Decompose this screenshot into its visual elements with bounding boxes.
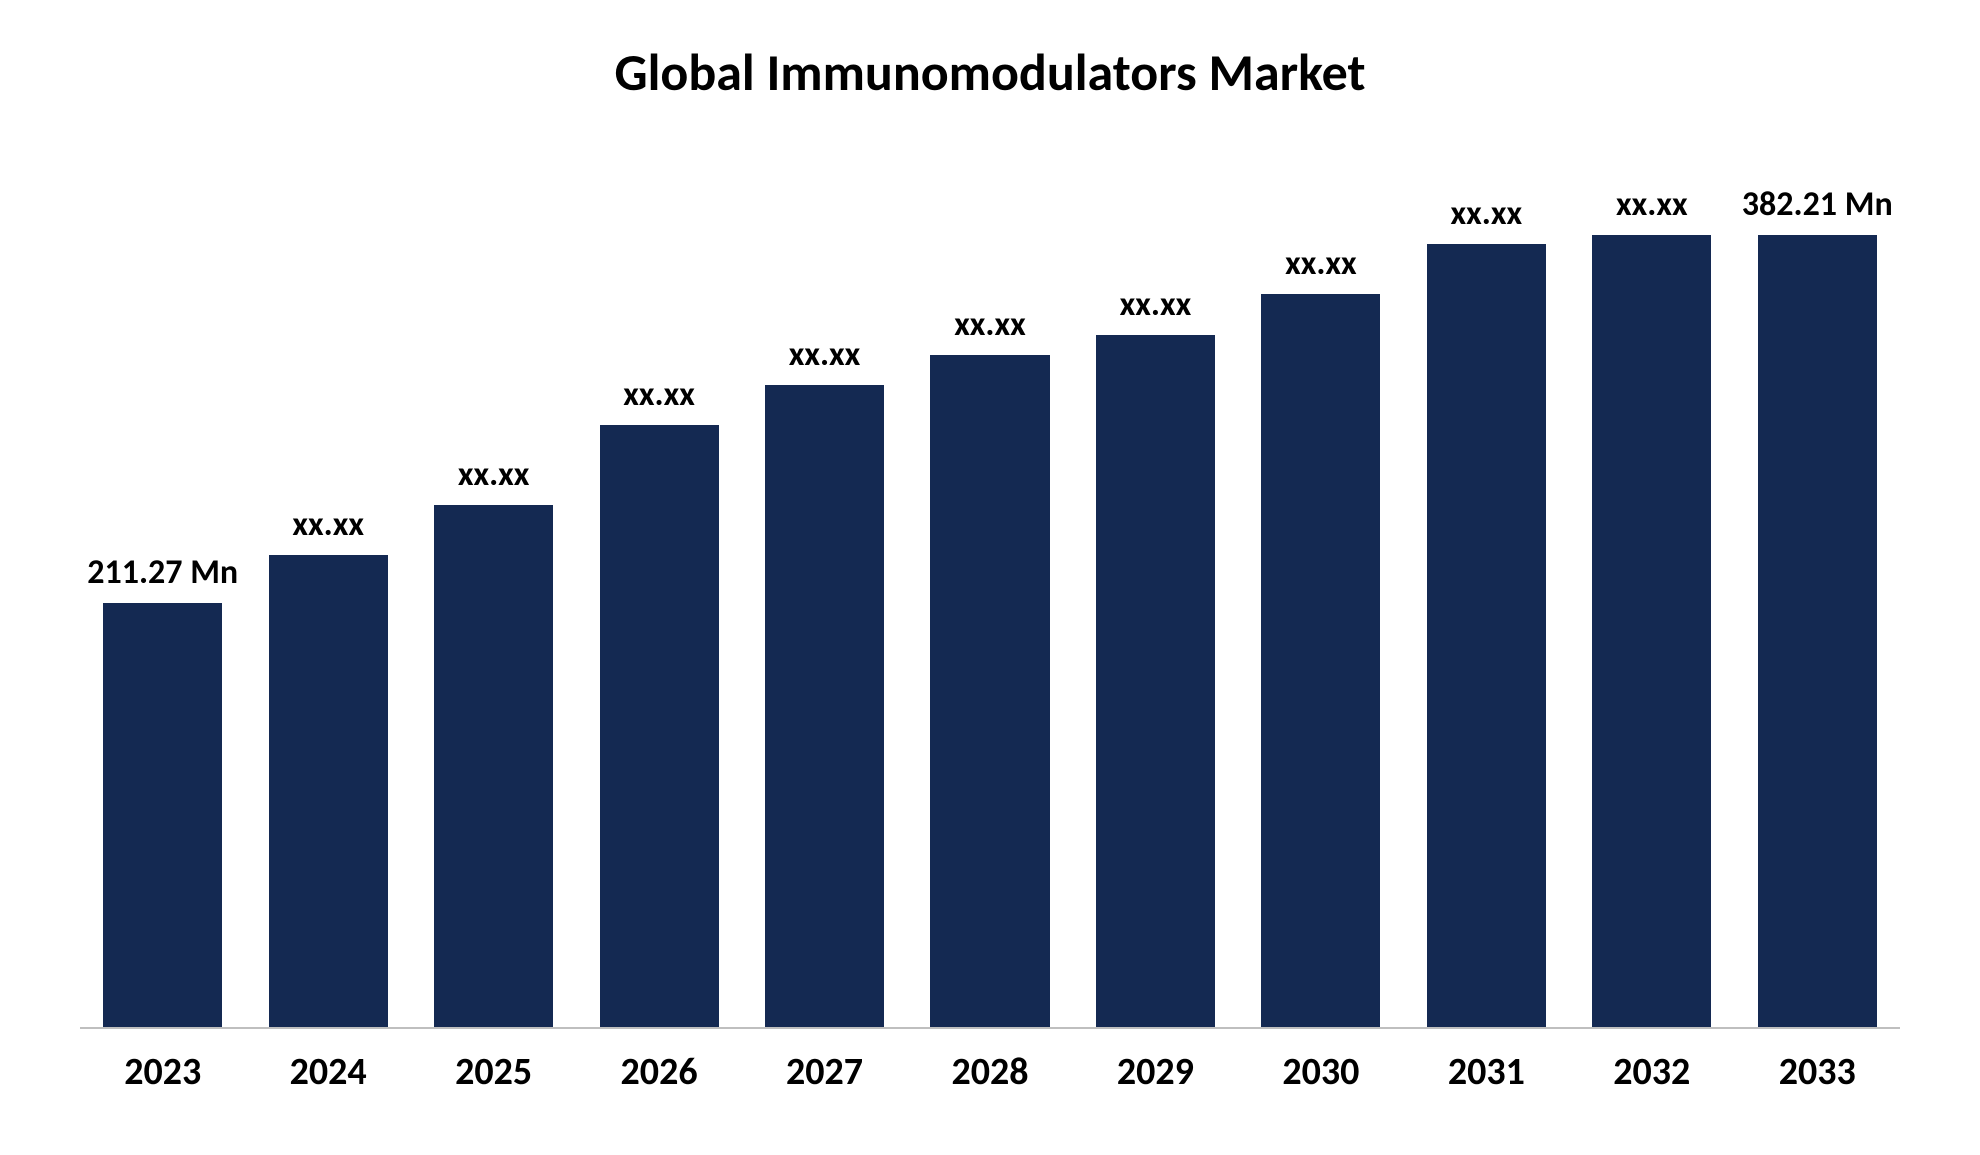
bar xyxy=(1592,235,1711,1027)
bar-group: xx.xx xyxy=(245,184,410,1027)
bar-value-label: xx.xx xyxy=(458,454,530,495)
bar-value-label: xx.xx xyxy=(1120,284,1192,325)
bar xyxy=(1261,294,1380,1027)
xaxis-label: 2026 xyxy=(576,1049,741,1095)
bar-value-label: xx.xx xyxy=(789,334,861,375)
xaxis-label: 2025 xyxy=(411,1049,576,1095)
bar-group: xx.xx xyxy=(576,184,741,1027)
xaxis-label: 2028 xyxy=(907,1049,1072,1095)
xaxis-label: 2032 xyxy=(1569,1049,1734,1095)
bar-value-label: 382.21 Mn xyxy=(1742,184,1893,225)
bar xyxy=(600,425,719,1027)
bar xyxy=(1427,244,1546,1027)
bar-value-label: xx.xx xyxy=(1616,184,1688,225)
bar-value-label: xx.xx xyxy=(954,304,1026,345)
bar-group: 211.27 Mn xyxy=(80,184,245,1027)
bar-group: xx.xx xyxy=(1569,184,1734,1027)
bar xyxy=(765,385,884,1027)
bar-group: xx.xx xyxy=(1238,184,1403,1027)
bar xyxy=(103,603,222,1027)
xaxis-label: 2024 xyxy=(245,1049,410,1095)
bar-group: xx.xx xyxy=(411,184,576,1027)
xaxis-row: 2023202420252026202720282029203020312032… xyxy=(80,1049,1900,1095)
bar-value-label: xx.xx xyxy=(623,374,695,415)
bar xyxy=(1096,335,1215,1027)
bar-value-label: 211.27 Mn xyxy=(87,552,238,593)
chart-container: Global Immunomodulators Market 211.27 Mn… xyxy=(0,0,1980,1155)
bar xyxy=(1758,235,1877,1027)
bar-group: xx.xx xyxy=(1073,184,1238,1027)
bar-group: xx.xx xyxy=(742,184,907,1027)
chart-area: 211.27 Mn xx.xx xx.xx xx.xx xx.xx xx.xx xx.xx x… xyxy=(60,184,1920,1095)
chart-title: Global Immunomodulators Market xyxy=(60,40,1920,104)
xaxis-label: 2029 xyxy=(1073,1049,1238,1095)
bar-group: xx.xx xyxy=(907,184,1072,1027)
bar-group: 382.21 Mn xyxy=(1735,184,1900,1027)
xaxis-label: 2033 xyxy=(1735,1049,1900,1095)
bar-value-label: xx.xx xyxy=(1451,193,1523,234)
bar xyxy=(930,355,1049,1027)
xaxis-label: 2023 xyxy=(80,1049,245,1095)
bars-row: 211.27 Mn xx.xx xx.xx xx.xx xx.xx xx.xx xx.xx x… xyxy=(80,184,1900,1029)
xaxis-label: 2027 xyxy=(742,1049,907,1095)
bar-value-label: xx.xx xyxy=(292,504,364,545)
bar-value-label: xx.xx xyxy=(1285,243,1357,284)
bar-group: xx.xx xyxy=(1404,184,1569,1027)
bar xyxy=(269,555,388,1027)
bar xyxy=(434,505,553,1027)
xaxis-label: 2030 xyxy=(1238,1049,1403,1095)
xaxis-label: 2031 xyxy=(1404,1049,1569,1095)
